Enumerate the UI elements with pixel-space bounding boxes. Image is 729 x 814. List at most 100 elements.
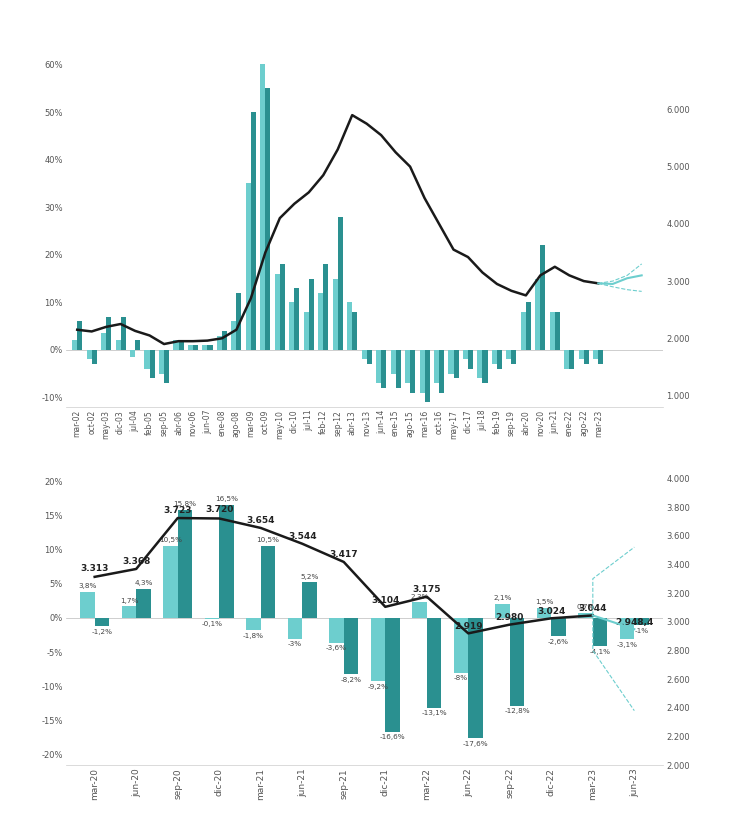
Text: -1,8%: -1,8%	[243, 633, 264, 639]
Bar	[188, 345, 193, 350]
Bar	[251, 112, 256, 350]
Text: 2.980: 2.980	[496, 614, 524, 623]
Bar	[332, 278, 338, 350]
Text: 3.417: 3.417	[330, 550, 358, 559]
Bar	[419, 350, 424, 392]
Text: -3%: -3%	[288, 641, 302, 647]
Text: 3.654: 3.654	[246, 516, 275, 525]
Text: 3.104: 3.104	[371, 596, 399, 605]
Bar	[376, 350, 381, 383]
Bar	[136, 589, 151, 618]
Text: 3.544: 3.544	[288, 532, 316, 540]
Text: 2,3%: 2,3%	[410, 593, 429, 599]
Bar	[593, 618, 607, 646]
Bar	[106, 317, 112, 350]
Bar	[535, 278, 540, 350]
Text: -17,6%: -17,6%	[463, 742, 488, 747]
Bar	[492, 350, 497, 364]
Text: 3.313: 3.313	[80, 563, 109, 572]
Bar	[448, 350, 453, 374]
Bar	[289, 302, 295, 350]
Bar	[477, 350, 483, 379]
Bar	[87, 350, 92, 360]
Bar	[208, 345, 213, 350]
Text: 10,5%: 10,5%	[257, 537, 279, 544]
Bar	[77, 322, 82, 350]
Bar	[564, 350, 569, 369]
Bar	[246, 618, 261, 630]
Bar	[453, 350, 459, 379]
Text: -1%: -1%	[634, 628, 649, 633]
Text: 3.175: 3.175	[413, 584, 441, 593]
Bar	[275, 274, 280, 350]
Bar	[261, 546, 276, 618]
Bar	[92, 350, 97, 364]
Text: -3,1%: -3,1%	[617, 642, 638, 648]
Bar	[347, 302, 352, 350]
Bar	[144, 350, 149, 369]
Text: 1,7%: 1,7%	[120, 597, 138, 604]
Text: 4,3%: 4,3%	[134, 580, 152, 586]
Bar	[424, 350, 429, 402]
Bar	[323, 265, 328, 350]
Bar	[578, 613, 593, 618]
Text: 3.024: 3.024	[537, 607, 566, 616]
Text: -2,6%: -2,6%	[548, 638, 569, 645]
Bar	[318, 293, 323, 350]
Text: 3.368: 3.368	[122, 557, 150, 566]
Bar	[178, 510, 192, 618]
Bar	[381, 350, 386, 388]
Bar	[391, 350, 396, 374]
Bar	[260, 64, 265, 350]
Bar	[507, 350, 512, 360]
Text: 3,8%: 3,8%	[78, 584, 96, 589]
Bar	[521, 312, 526, 350]
Text: 0,7%: 0,7%	[577, 605, 595, 610]
Bar	[405, 350, 410, 383]
Bar	[396, 350, 401, 388]
Text: 5,2%: 5,2%	[300, 574, 319, 580]
Bar	[217, 335, 222, 350]
Bar	[159, 350, 164, 374]
Bar	[149, 350, 155, 379]
Bar	[551, 618, 566, 636]
Bar	[236, 293, 241, 350]
Bar	[344, 618, 358, 674]
Bar	[265, 88, 270, 350]
Bar	[362, 350, 367, 360]
Text: 10,5%: 10,5%	[159, 537, 182, 544]
Text: 3.044: 3.044	[579, 604, 607, 613]
Text: -16,6%: -16,6%	[380, 734, 405, 741]
Bar	[412, 602, 426, 618]
Bar	[174, 340, 179, 350]
Bar	[303, 582, 317, 618]
Text: 2,1%: 2,1%	[494, 595, 512, 601]
Bar	[163, 546, 178, 618]
Bar	[80, 592, 95, 618]
Bar	[497, 350, 502, 369]
Bar	[599, 350, 604, 364]
Bar	[550, 312, 555, 350]
Bar	[367, 350, 372, 364]
Bar	[569, 350, 574, 369]
Bar	[634, 618, 649, 625]
Bar	[410, 350, 415, 392]
Bar	[164, 350, 169, 383]
Text: -9,2%: -9,2%	[367, 684, 389, 689]
Bar	[288, 618, 303, 638]
Bar	[584, 350, 589, 364]
Text: 15,8%: 15,8%	[174, 501, 196, 507]
Bar	[468, 350, 473, 369]
Text: 2.919: 2.919	[454, 622, 483, 631]
Text: 3.720: 3.720	[205, 505, 233, 514]
Text: -4,1%: -4,1%	[590, 649, 611, 654]
Bar	[115, 340, 120, 350]
Text: -13,1%: -13,1%	[421, 711, 447, 716]
Bar	[309, 278, 314, 350]
Text: -1,2%: -1,2%	[91, 629, 112, 635]
Text: -3,6%: -3,6%	[326, 646, 347, 651]
Bar	[222, 330, 227, 350]
Bar	[203, 345, 208, 350]
Text: 16,5%: 16,5%	[215, 497, 238, 502]
Bar	[280, 265, 285, 350]
